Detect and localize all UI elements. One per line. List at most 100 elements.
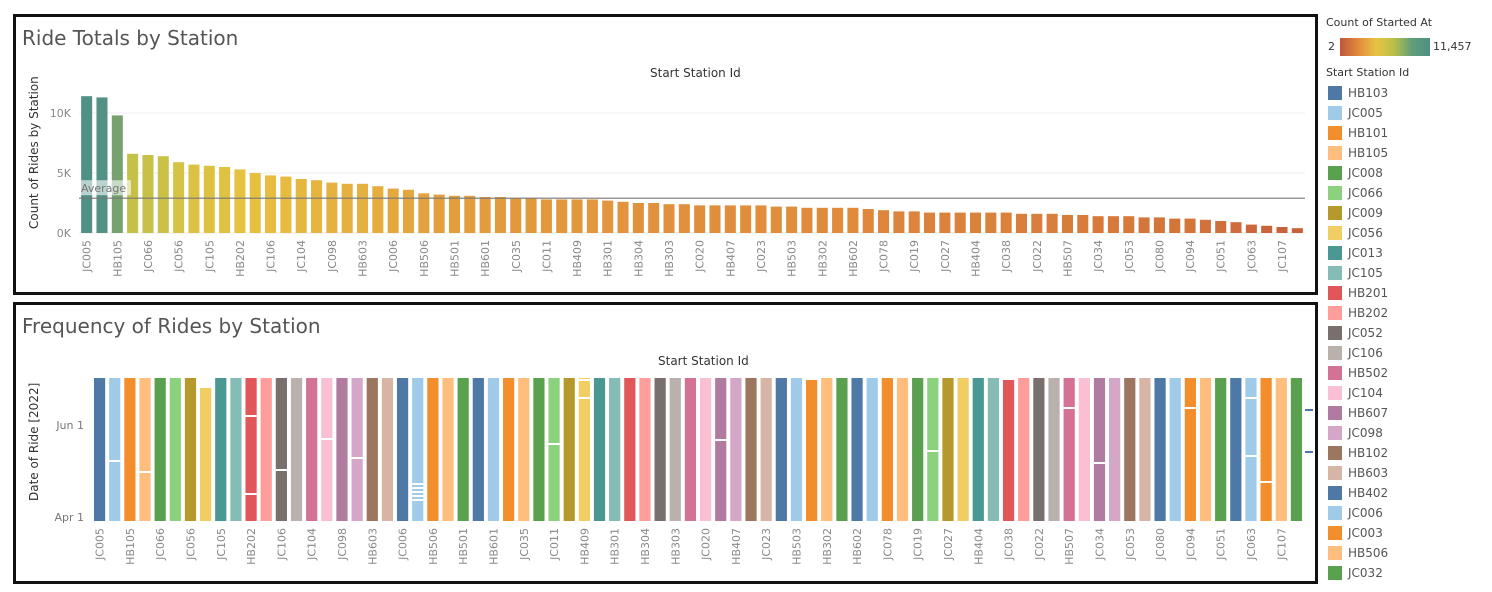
legend-swatch — [1328, 526, 1342, 540]
gantt-gap — [578, 397, 590, 399]
gantt-bar — [487, 378, 500, 521]
legend-label: JC056 — [1348, 226, 1383, 240]
legend-item[interactable]: HB201 — [1328, 284, 1388, 302]
bottom-x-tick-label: JC020 — [700, 528, 713, 561]
top-bar — [924, 212, 936, 233]
legend-label: JC008 — [1348, 166, 1383, 180]
top-bar — [724, 205, 736, 233]
gantt-bar — [321, 378, 333, 521]
legend-item[interactable]: HB603 — [1328, 464, 1388, 482]
top-y-tick-label: 5K — [57, 167, 72, 180]
legend-item[interactable]: JC104 — [1328, 384, 1383, 402]
top-bar — [1261, 225, 1273, 233]
legend-item[interactable]: HB502 — [1328, 364, 1388, 382]
legend-label: JC013 — [1348, 246, 1383, 260]
legend-item[interactable]: JC052 — [1328, 324, 1383, 342]
top-bar — [1153, 217, 1165, 233]
legend-swatch — [1328, 166, 1342, 180]
gantt-bar — [260, 378, 272, 521]
legend-swatch — [1328, 306, 1342, 320]
bottom-x-tick-label: HB503 — [790, 528, 803, 565]
gantt-bar — [639, 378, 651, 521]
gantt-bar — [1184, 378, 1196, 521]
top-bar — [157, 156, 169, 233]
gantt-gap — [1184, 407, 1196, 409]
legend-item[interactable]: HB607 — [1328, 404, 1388, 422]
legend-item[interactable]: JC066 — [1328, 184, 1383, 202]
top-bar — [525, 198, 537, 233]
gantt-gap — [412, 491, 424, 493]
legend-item[interactable]: JC105 — [1328, 264, 1383, 282]
legend-item[interactable]: HB101 — [1328, 124, 1388, 142]
gantt-bar — [169, 378, 181, 521]
legend-item[interactable]: JC003 — [1328, 524, 1383, 542]
legend-item[interactable]: HB105 — [1328, 144, 1388, 162]
legend-item[interactable]: JC013 — [1328, 244, 1383, 262]
legend-item[interactable]: JC008 — [1328, 164, 1383, 182]
top-x-tick-label: HB603 — [357, 240, 370, 277]
gantt-gap — [412, 499, 424, 501]
legend-item[interactable]: HB102 — [1328, 444, 1388, 462]
legend-item[interactable]: JC098 — [1328, 424, 1383, 442]
gantt-bar — [699, 378, 712, 521]
top-bar — [433, 194, 445, 233]
top-bar — [908, 211, 920, 233]
legend-item[interactable]: HB402 — [1328, 484, 1388, 502]
gantt-bar — [987, 378, 1000, 521]
bottom-x-tick-label: HB303 — [669, 528, 682, 565]
top-bar — [816, 207, 828, 233]
gantt-bar — [609, 378, 621, 521]
gantt-bar — [366, 378, 378, 521]
bottom-x-tick-label: JC027 — [942, 528, 955, 561]
legend-label: HB506 — [1348, 546, 1389, 560]
legend-item[interactable]: HB506 — [1328, 544, 1388, 562]
top-bar — [985, 212, 997, 233]
legend-swatch — [1328, 86, 1342, 100]
legend-swatch — [1328, 466, 1342, 480]
top-bar — [1046, 213, 1058, 233]
ride-frequency-chart: Jun 1 Apr 1 JC005 HB105 JC066 JC056 JC105 HB202… — [54, 378, 1313, 565]
legend-item[interactable]: HB202 — [1328, 304, 1388, 322]
bottom-x-tick-label: HB507 — [1063, 528, 1076, 565]
gantt-bar — [927, 378, 939, 521]
top-x-tick-label: JC053 — [1123, 240, 1136, 273]
legend-item[interactable]: HB103 — [1328, 84, 1388, 102]
top-bar — [81, 96, 93, 233]
gantt-bar — [775, 378, 787, 521]
top-bar — [1000, 212, 1012, 233]
legend-swatch — [1328, 426, 1342, 440]
gantt-bar — [290, 378, 303, 521]
top-bar — [602, 200, 614, 233]
top-bar — [1061, 215, 1073, 233]
top-x-tick-label: HB506 — [418, 240, 431, 277]
legend-item[interactable]: JC106 — [1328, 344, 1383, 362]
top-x-tick-label: JC107 — [1276, 240, 1289, 273]
gantt-bar — [1139, 378, 1151, 521]
gantt-bar — [790, 378, 803, 521]
top-column-header: Start Station Id — [650, 66, 741, 80]
top-x-tick-label: HB304 — [632, 240, 645, 277]
top-x-tick-label: JC094 — [1184, 240, 1197, 273]
top-bar — [387, 188, 399, 233]
gantt-gap — [1245, 455, 1257, 457]
top-x-tick-label: JC104 — [295, 240, 308, 273]
legend-item[interactable]: JC005 — [1328, 104, 1383, 122]
top-x-tick-label: HB407 — [724, 240, 737, 277]
ride-frequency-panel: Frequency of Rides by Station Start Stat… — [13, 302, 1318, 584]
legend-item[interactable]: JC056 — [1328, 224, 1383, 242]
legend-item[interactable]: JC006 — [1328, 504, 1383, 522]
color-gradient — [1340, 38, 1430, 56]
bottom-x-tick-label: JC080 — [1154, 528, 1167, 561]
legend-item[interactable]: JC009 — [1328, 204, 1383, 222]
top-bar — [356, 183, 369, 233]
top-x-tick-label: HB302 — [816, 240, 829, 277]
top-bar — [954, 212, 966, 233]
legend-label: JC003 — [1348, 526, 1383, 540]
top-x-tick-label: JC078 — [878, 240, 891, 273]
gantt-bar — [972, 378, 984, 521]
bottom-x-tick-label: JC056 — [184, 528, 197, 561]
legend-label: JC105 — [1348, 266, 1383, 280]
gantt-bar — [139, 378, 151, 521]
legend-item[interactable]: JC032 — [1328, 564, 1383, 582]
top-x-tick-label: HB409 — [571, 240, 584, 277]
